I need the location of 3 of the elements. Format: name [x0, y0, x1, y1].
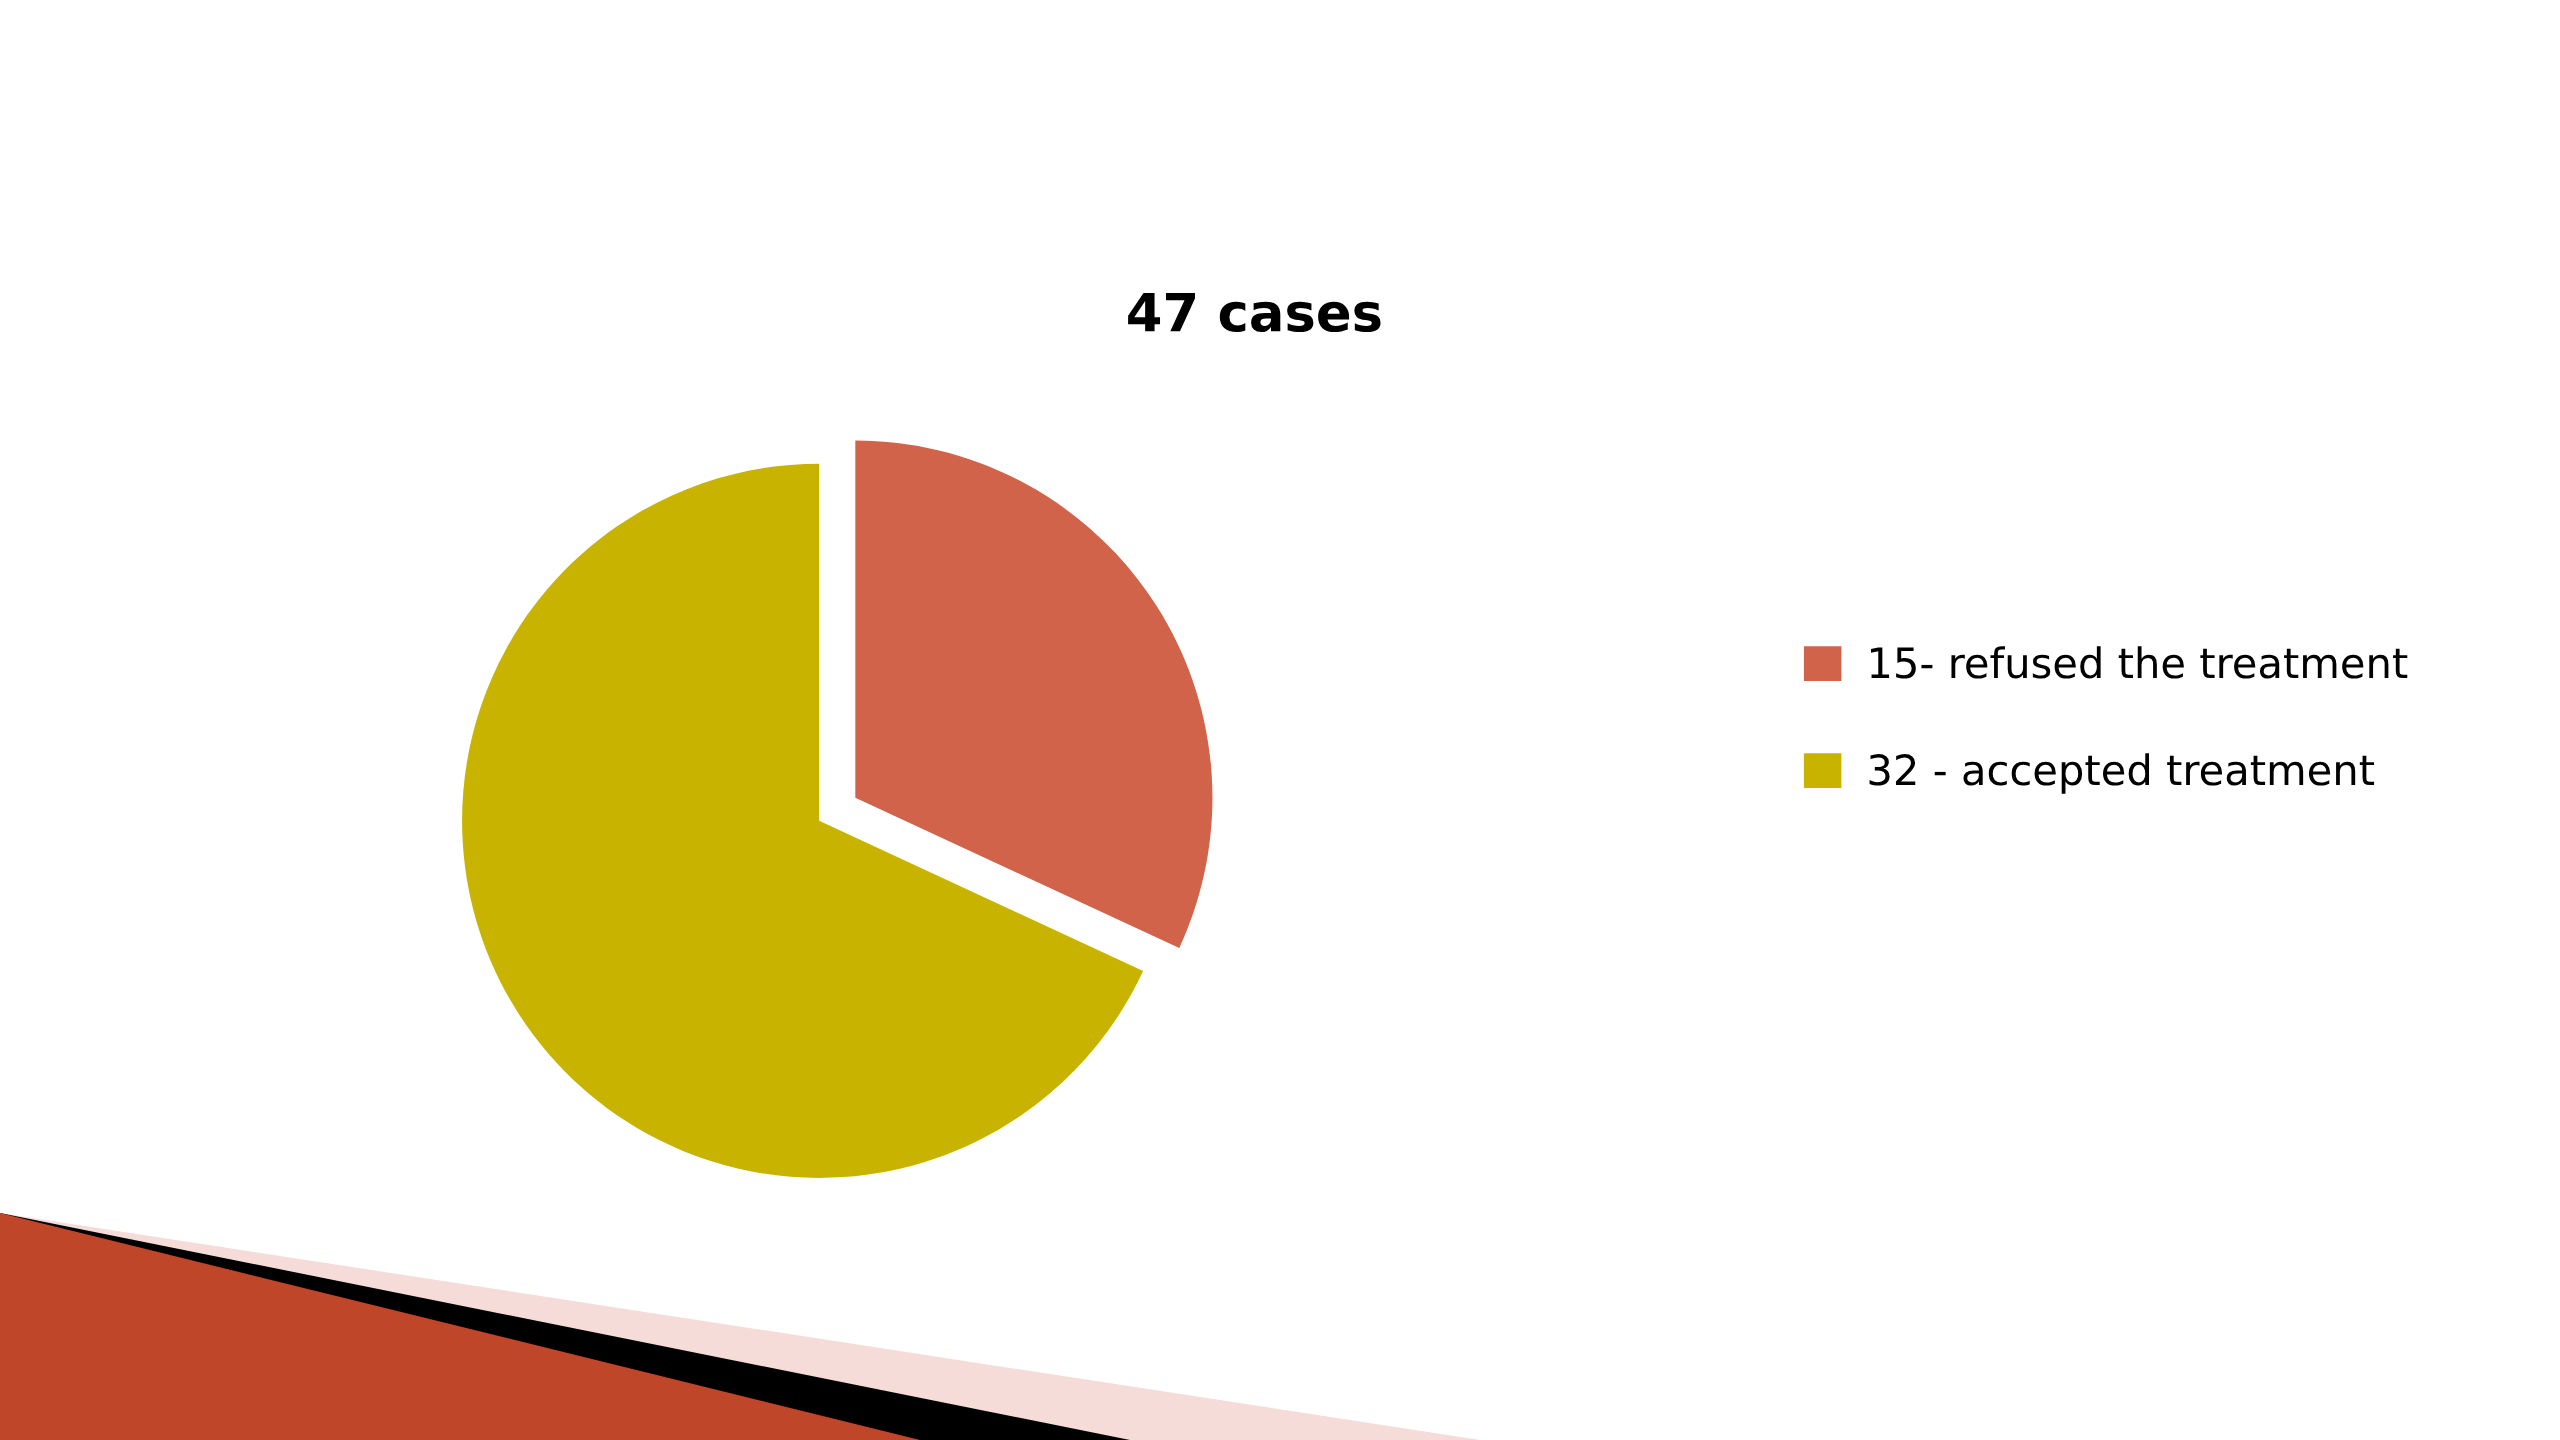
legend-label: 32 - accepted treatment: [1869, 753, 2375, 794]
chart-title: 47 cases: [1128, 292, 1381, 333]
legend-label: 15- refused the treatment: [1870, 646, 2408, 679]
